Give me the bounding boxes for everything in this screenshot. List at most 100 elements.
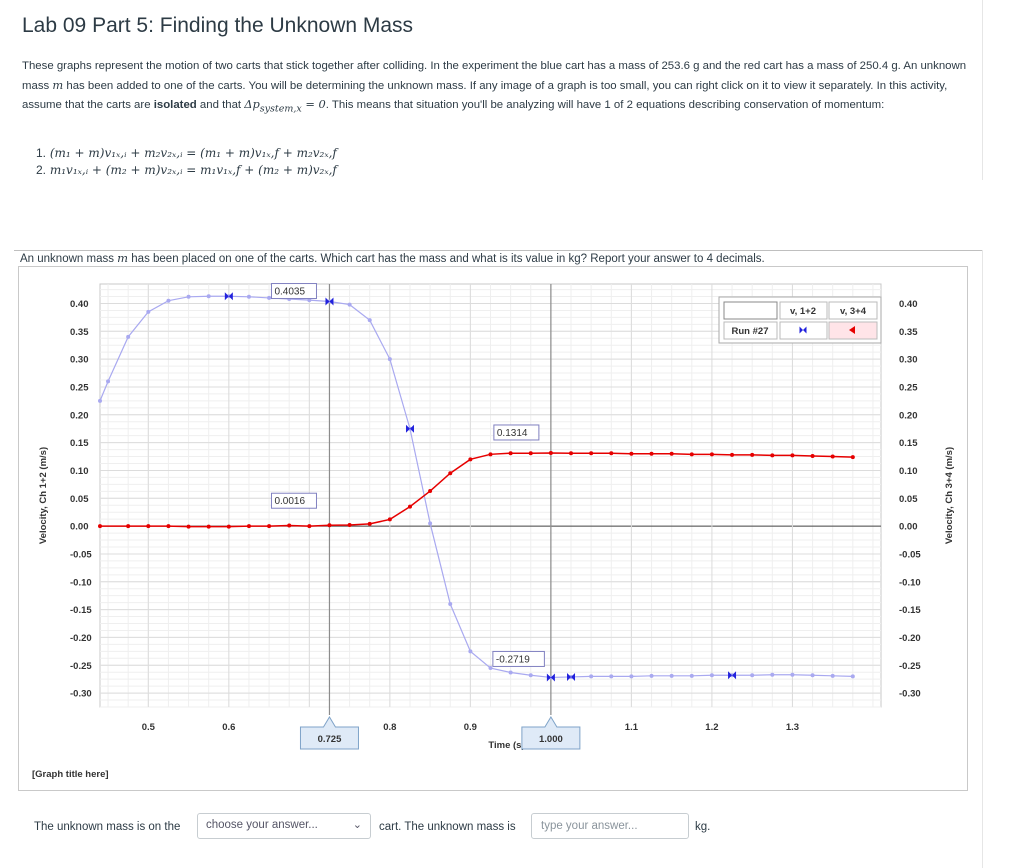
data-point-v12: [589, 674, 594, 679]
y-tick-label-left: 0.40: [70, 299, 89, 310]
legend-header-cell: [779, 301, 828, 320]
momentum-equation-2: 2. m₁v₁ₓ,ᵢ + (m₂ + m)v₂ₓ,ᵢ = m₁v₁ₓ,f + (…: [36, 163, 337, 177]
data-point-v34: [730, 452, 735, 457]
value-annotation-box: [270, 283, 317, 300]
data-point-v34: [609, 451, 614, 456]
data-point-v34: [186, 524, 191, 529]
value-annotation: 0.1314: [497, 428, 528, 439]
y-tick-label-right: 0.15: [899, 438, 918, 449]
y-tick-label-right: -0.15: [899, 605, 921, 616]
data-point-v34: [307, 524, 312, 529]
legend-run-label: Run #27: [732, 326, 769, 337]
data-point-v34: [267, 524, 272, 529]
y-tick-label-right: -0.30: [899, 689, 921, 700]
bowtie-marker-v12: [325, 297, 334, 306]
y-tick-label-left: -0.05: [70, 549, 92, 560]
data-point-v34: [226, 524, 231, 529]
data-point-v34: [548, 450, 553, 455]
y-tick-label-right: 0.05: [899, 494, 918, 505]
value-annotation: 0.4035: [274, 287, 305, 298]
value-annotation: -0.2719: [496, 654, 530, 665]
x-tick-label: 1.3: [786, 722, 799, 733]
data-point-v12: [146, 309, 151, 314]
data-point-v34: [830, 454, 835, 459]
data-point-v12: [508, 670, 513, 675]
data-point-v34: [850, 455, 855, 460]
data-point-v12: [609, 674, 614, 679]
y-tick-label-right: 0.00: [899, 522, 918, 533]
y-tick-label-left: -0.15: [70, 605, 92, 616]
page-title: Lab 09 Part 5: Finding the Unknown Mass: [22, 14, 414, 37]
y-tick-label-right: 0.25: [899, 382, 918, 393]
data-point-v34: [750, 452, 755, 457]
cursor-label: 0.725: [318, 734, 342, 745]
data-point-v12: [528, 673, 533, 678]
data-point-v34: [387, 517, 392, 522]
cursor-handle[interactable]: [521, 716, 581, 750]
velocity-chart: 0.40 0.40 0.35 0.35 0.30 0.30 0.25 0.25 0.20 0.20…: [32, 283, 955, 780]
y-tick-label-left: -0.20: [70, 633, 92, 644]
data-point-v34: [287, 523, 292, 528]
series-line-v34: [100, 452, 853, 528]
y-tick-label-right: -0.25: [899, 661, 921, 672]
data-point-v34: [166, 524, 171, 529]
data-point-v34: [589, 451, 594, 456]
graph-frame: [18, 266, 968, 791]
data-point-v12: [307, 298, 312, 303]
data-point-v34: [448, 471, 453, 476]
value-annotation-box: [492, 650, 545, 667]
data-point-v12: [166, 298, 171, 303]
answer-middle: cart. The unknown mass is: [379, 821, 516, 833]
x-tick-label: 1.2: [705, 722, 718, 733]
data-point-v34: [508, 451, 513, 456]
y-tick-label-right: 0.10: [899, 466, 918, 477]
data-point-v12: [367, 318, 372, 323]
x-tick-label: 0.8: [383, 722, 396, 733]
momentum-equation-1: 1. (m₁ + m)v₁ₓ,ᵢ + m₂v₂ₓ,ᵢ = (m₁ + m)v₁ₓ…: [36, 146, 337, 160]
data-point-v12: [347, 302, 352, 307]
data-point-v12: [790, 672, 795, 677]
legend-blank-cell: [723, 301, 778, 320]
data-point-v12: [770, 672, 775, 677]
data-point-v12: [468, 649, 473, 654]
cart-select-value: choose your answer...: [206, 819, 318, 831]
data-point-v34: [689, 452, 694, 457]
y-tick-label-left: 0.25: [70, 382, 89, 393]
data-point-v34: [669, 451, 674, 456]
y-tick-label-left: 0.35: [70, 327, 89, 338]
legend-v12-marker: [799, 326, 807, 334]
y-tick-label-right: -0.20: [899, 633, 921, 644]
cursor-label: 1.000: [539, 734, 563, 745]
bowtie-marker-v12: [567, 672, 576, 681]
data-point-v12: [709, 673, 714, 678]
data-point-v34: [146, 524, 151, 529]
legend-series-name: v, 1+2: [790, 306, 816, 317]
data-point-v34: [347, 522, 352, 527]
data-point-v12: [850, 674, 855, 679]
y-tick-label-left: -0.30: [70, 689, 92, 700]
y-tick-label-left: 0.30: [70, 355, 89, 366]
data-point-v12: [246, 294, 251, 299]
answer-prefix: The unknown mass is on the: [34, 821, 181, 833]
x-tick-label: 0.9: [464, 722, 477, 733]
cursor-handle[interactable]: [299, 716, 359, 750]
mass-answer-input[interactable]: [531, 813, 689, 839]
content-divider: [982, 0, 983, 180]
chevron-down-icon: ⌄: [352, 819, 362, 831]
data-point-v12: [830, 673, 835, 678]
y-axis-label-right: Velocity, Ch 3+4 (m/s): [944, 447, 955, 544]
y-tick-label-left: -0.25: [70, 661, 92, 672]
bowtie-marker-v12: [224, 292, 233, 301]
data-point-v12: [267, 295, 272, 300]
data-point-v12: [126, 334, 131, 339]
data-point-v34: [246, 524, 251, 529]
data-point-v34: [428, 489, 433, 494]
data-point-v34: [488, 452, 493, 457]
bowtie-marker-v12: [405, 424, 414, 433]
y-axis-label-left: Velocity, Ch 1+2 (m/s): [38, 447, 49, 544]
data-point-v34: [126, 524, 131, 529]
cart-select[interactable]: choose your answer... ⌄: [197, 813, 371, 839]
data-point-v12: [98, 398, 102, 403]
data-point-v12: [106, 379, 111, 384]
x-tick-label: 0.5: [142, 722, 156, 733]
